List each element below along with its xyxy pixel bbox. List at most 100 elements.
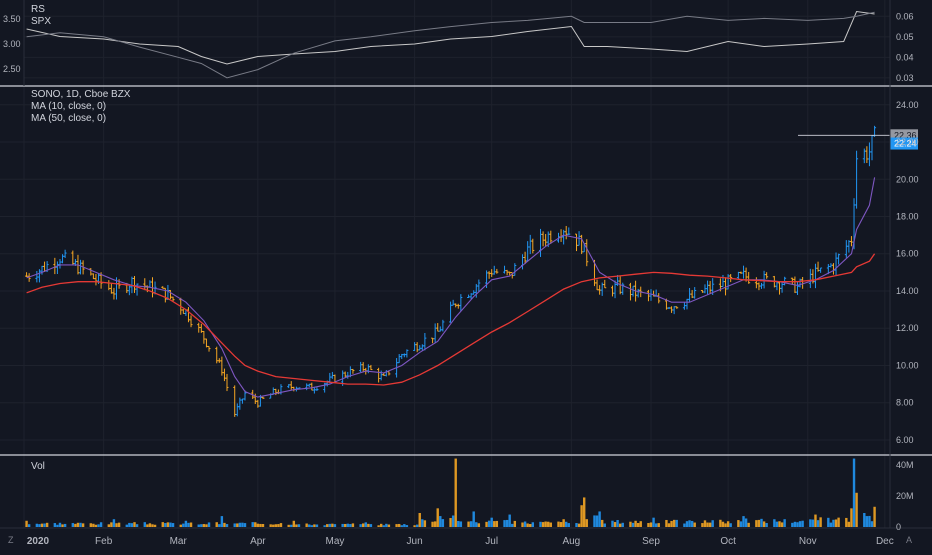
volume-bar [521, 522, 524, 527]
volume-bar [146, 524, 149, 527]
volume-bar [703, 520, 707, 527]
price-tick: 20.00 [896, 174, 919, 184]
volume-bar [449, 518, 452, 527]
volume-bar [107, 524, 111, 527]
volume-bar [71, 523, 75, 527]
volume-bar [112, 519, 116, 527]
volume-bar [523, 521, 527, 527]
ohlc-bar [351, 368, 355, 374]
price-tick: 24.00 [896, 100, 919, 110]
symbol-title[interactable]: SONO, 1D, Cboe BZX [31, 89, 131, 100]
volume-bar [778, 521, 781, 527]
volume-bar [868, 515, 871, 527]
volume-bar [670, 520, 673, 527]
volume-bar [493, 521, 496, 527]
volume-bar [189, 522, 193, 527]
volume-bar [241, 522, 244, 527]
volume-bar [475, 522, 478, 527]
volume-bar [796, 522, 799, 527]
volume-bar [737, 520, 740, 527]
ohlc-bar [459, 294, 463, 312]
volume-bar [259, 523, 262, 527]
volume-bar [197, 524, 200, 527]
volume-bar [845, 517, 848, 527]
volume-bar [701, 523, 704, 527]
ohlc-bar [855, 150, 859, 209]
volume-bar [577, 523, 581, 527]
volume-bar [729, 523, 732, 527]
volume-bar [742, 516, 745, 527]
volume-legend-label[interactable]: Vol [31, 461, 45, 472]
volume-bar [487, 520, 491, 527]
volume-bar [218, 524, 221, 527]
volume-bar [739, 521, 743, 527]
ohlc-bar [315, 387, 319, 391]
volume-bar [672, 519, 676, 527]
rs-pane[interactable] [26, 10, 875, 79]
volume-bar [397, 523, 401, 527]
ohlc-bar [261, 396, 265, 399]
volume-bar [793, 521, 797, 527]
volume-bar [454, 458, 457, 527]
volume-bar [539, 521, 542, 527]
price-tick: 12.00 [896, 323, 919, 333]
time-axis-label: 2020 [27, 536, 50, 547]
volume-bar [379, 523, 383, 527]
price-tick: 16.00 [896, 249, 919, 259]
volume-bar [747, 522, 750, 527]
ma50-legend[interactable]: MA (50, close, 0) [31, 113, 107, 124]
volume-bar [277, 524, 280, 527]
volume-bar [621, 522, 624, 527]
time-axis-label: Dec [876, 536, 894, 547]
ma10-legend[interactable]: MA (10, close, 0) [31, 101, 107, 112]
timezone-icon[interactable]: Z [8, 535, 14, 545]
volume-bar [279, 523, 283, 527]
volume-bar [513, 520, 517, 527]
volume-bar [611, 520, 614, 527]
volume-bar [369, 524, 373, 527]
volume-bar [798, 521, 802, 527]
volume-bar [333, 524, 337, 527]
volume-bar [171, 523, 175, 527]
volume-bar [313, 524, 316, 527]
volume-bar [292, 520, 296, 527]
volume-bar [829, 522, 833, 527]
volume-bar [200, 524, 203, 527]
volume-bar [236, 523, 239, 527]
ohlc-bar [747, 271, 751, 284]
auto-scale-icon[interactable]: A [906, 535, 913, 545]
volume-bar [708, 522, 712, 527]
rs-right-tick: 0.05 [896, 32, 914, 42]
volume-bar [585, 519, 588, 527]
volume-bar [143, 522, 146, 527]
volume-bar [503, 520, 506, 527]
volume-bar [423, 520, 427, 527]
ohlc-bar [477, 279, 481, 292]
volume-bar [693, 522, 696, 527]
volume-bar [688, 520, 691, 527]
volume-bar [382, 525, 385, 527]
volume-bar [575, 523, 578, 527]
current-price-badge [890, 137, 918, 150]
volume-bar [547, 521, 550, 527]
volume-bar [305, 523, 308, 527]
ohlc-bar [513, 263, 517, 276]
volume-bar [647, 523, 650, 527]
time-axis-label: May [325, 536, 344, 547]
volume-bar [53, 523, 57, 527]
volume-pane[interactable] [25, 458, 876, 527]
rs-legend-rs: RS [31, 4, 45, 15]
price-tick: 18.00 [896, 211, 919, 221]
volume-bar [295, 524, 298, 527]
volume-bar [559, 522, 563, 527]
volume-bar [403, 524, 406, 527]
volume-bar [161, 522, 164, 527]
volume-bar [495, 520, 499, 527]
volume-bar [791, 522, 794, 527]
volume-bar [852, 458, 856, 527]
volume-bar [117, 522, 121, 527]
rs-left-tick: 3.50 [3, 14, 21, 24]
volume-bar [61, 524, 64, 527]
